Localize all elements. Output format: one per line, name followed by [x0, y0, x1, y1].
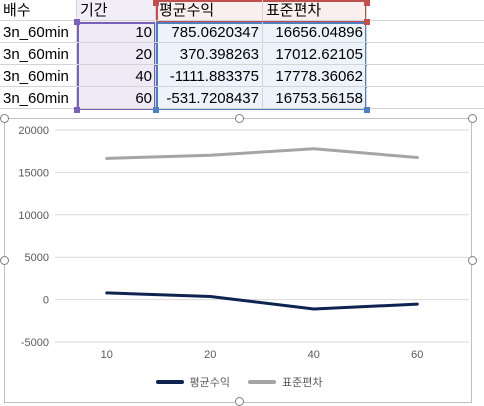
- cell-multiplier[interactable]: 3n_60min: [0, 22, 77, 43]
- selection-category-range[interactable]: [77, 22, 156, 110]
- header-cell-multiplier[interactable]: 배수: [0, 0, 77, 21]
- x-tick-label: 60: [411, 349, 423, 361]
- y-tick-label: 0: [43, 295, 49, 307]
- header-row: 배수 기간 평균수익 표준편차: [0, 0, 484, 22]
- chart-legend[interactable]: 평균수익 표준편차: [5, 373, 473, 391]
- header-cell-std-dev[interactable]: 표준편차: [263, 0, 367, 21]
- range-handle[interactable]: [74, 107, 80, 113]
- header-cell-period[interactable]: 기간: [77, 0, 156, 21]
- y-tick-label: 20000: [18, 125, 49, 137]
- cell-avg-return[interactable]: -1111.883375: [156, 66, 263, 87]
- y-tick-label: -5000: [21, 337, 49, 349]
- resize-handle-top[interactable]: [235, 114, 244, 123]
- empty-cell[interactable]: [367, 22, 484, 43]
- cell-multiplier[interactable]: 3n_60min: [0, 66, 77, 87]
- table-row: 3n_60min 20 370.398263 17012.62105: [0, 44, 484, 66]
- cell-period[interactable]: 20: [77, 44, 156, 65]
- empty-cell[interactable]: [367, 0, 484, 21]
- cell-std-dev[interactable]: 17778.36062: [263, 66, 367, 87]
- range-handle[interactable]: [364, 19, 370, 25]
- y-tick-label: 15000: [18, 167, 49, 179]
- cell-multiplier[interactable]: 3n_60min: [0, 44, 77, 65]
- table-row: 3n_60min 60 -531.7208437 16753.56158: [0, 88, 484, 110]
- resize-handle-top-left[interactable]: [0, 114, 9, 123]
- cell-avg-return[interactable]: -531.7208437: [156, 88, 263, 109]
- x-tick-label: 10: [101, 349, 113, 361]
- x-tick-label: 20: [204, 349, 216, 361]
- resize-handle-right[interactable]: [468, 256, 477, 265]
- series-line-std-dev: [105, 147, 419, 160]
- legend-item-avg-return[interactable]: 평균수익: [155, 374, 230, 390]
- legend-swatch-std-dev: [248, 380, 276, 384]
- empty-cell[interactable]: [367, 88, 484, 109]
- range-handle[interactable]: [74, 19, 80, 25]
- table-row: 3n_60min 40 -1111.883375 17778.36062: [0, 66, 484, 88]
- cell-avg-return[interactable]: 370.398263: [156, 44, 263, 65]
- legend-item-std-dev[interactable]: 표준편차: [248, 374, 322, 390]
- resize-handle-left[interactable]: [0, 256, 9, 265]
- line-chart[interactable]: 20000 15000 10000 5000 0 -5000 10 20 40 60 평균수익 표…: [4, 118, 472, 403]
- cell-std-dev[interactable]: 17012.62105: [263, 44, 367, 65]
- cell-std-dev[interactable]: 16656.04896: [263, 22, 367, 43]
- range-handle[interactable]: [153, 107, 159, 113]
- cell-avg-return[interactable]: 785.0620347: [156, 22, 263, 43]
- empty-cell[interactable]: [367, 66, 484, 87]
- range-handle[interactable]: [364, 0, 370, 6]
- range-handle[interactable]: [364, 107, 370, 113]
- range-handle[interactable]: [153, 0, 159, 6]
- x-tick-label: 40: [308, 349, 320, 361]
- selection-period-header: [77, 0, 156, 22]
- cell-period[interactable]: 10: [77, 22, 156, 43]
- cell-multiplier[interactable]: 3n_60min: [0, 88, 77, 109]
- y-tick-label: 5000: [25, 252, 49, 264]
- legend-label-avg-return: 평균수익: [189, 377, 230, 389]
- legend-swatch-avg-return: [155, 380, 184, 384]
- header-cell-avg-return[interactable]: 평균수익: [156, 0, 263, 21]
- cell-period[interactable]: 60: [77, 88, 156, 109]
- chart-plot: 20000 15000 10000 5000 0 -5000 10 20 40 60: [18, 125, 469, 361]
- cell-std-dev[interactable]: 16753.56158: [263, 88, 367, 109]
- resize-handle-top-right[interactable]: [468, 114, 477, 123]
- y-tick-label: 10000: [18, 210, 49, 222]
- table-row: 3n_60min 10 785.0620347 16656.04896: [0, 22, 484, 44]
- empty-cell[interactable]: [367, 44, 484, 65]
- cell-period[interactable]: 40: [77, 66, 156, 87]
- legend-label-std-dev: 표준편차: [282, 377, 323, 389]
- series-line-avg-return: [105, 291, 419, 311]
